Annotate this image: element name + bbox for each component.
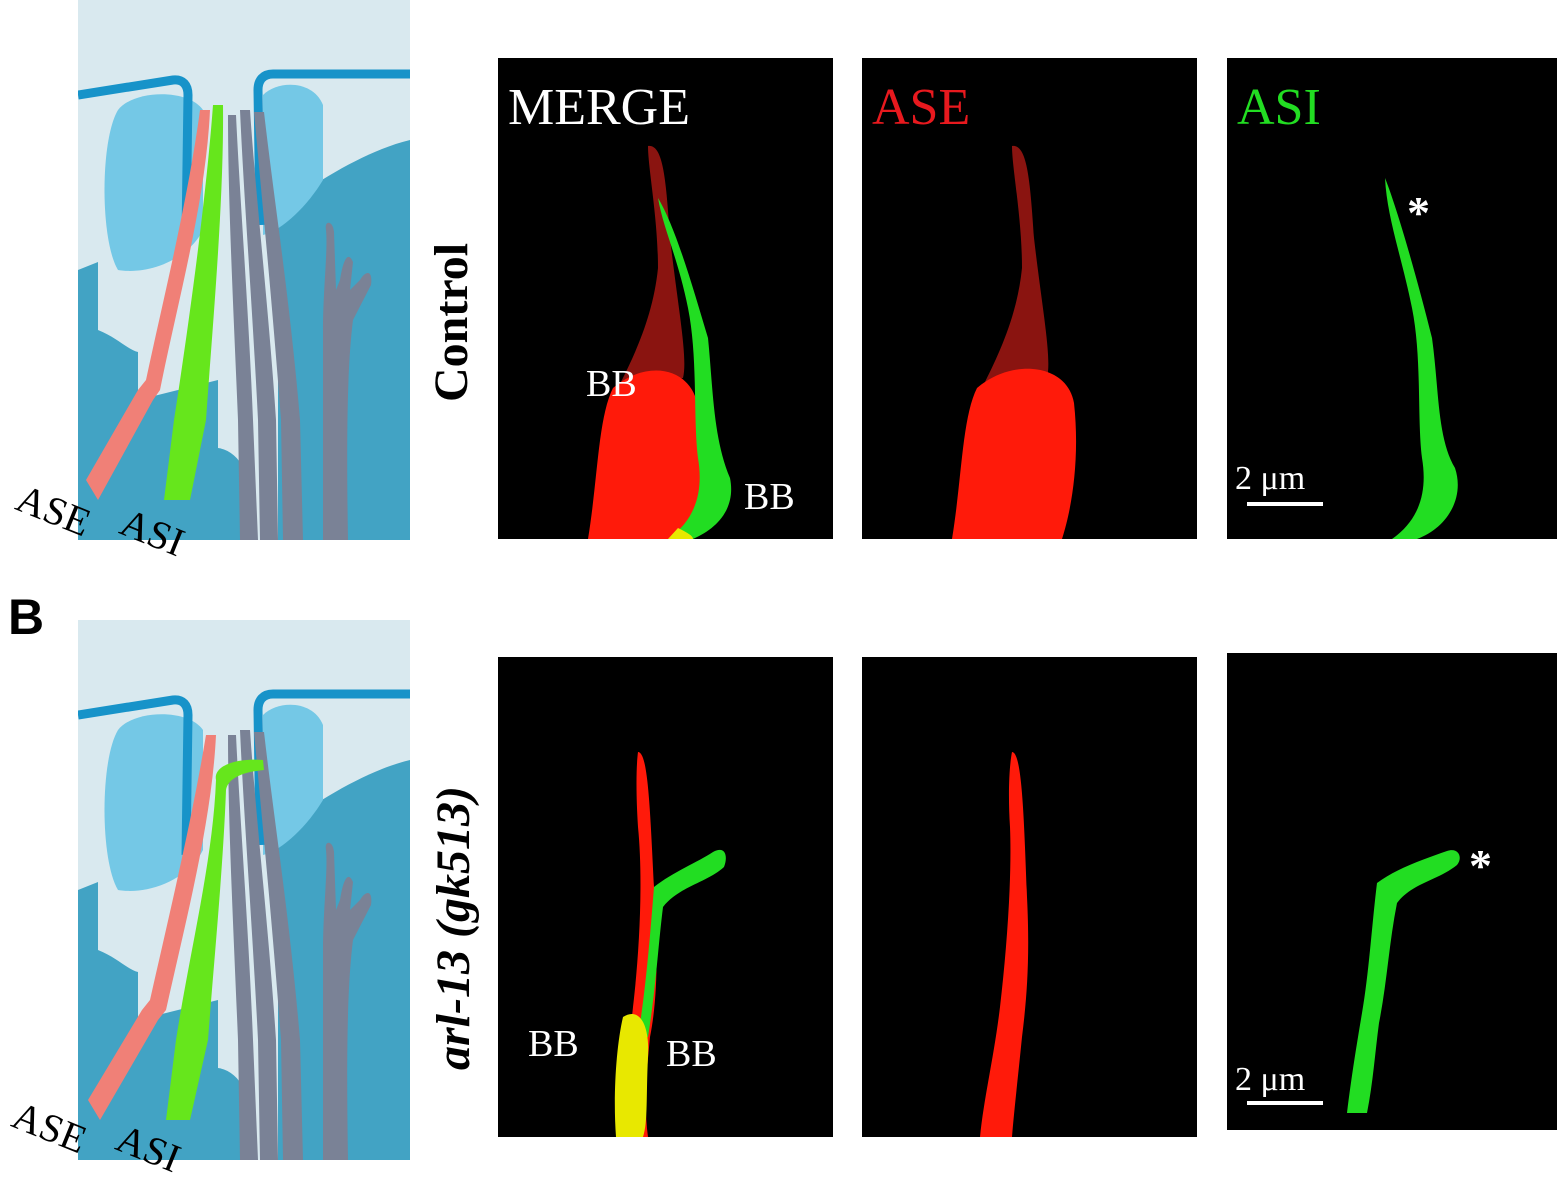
socket-cell-left (104, 94, 203, 271)
asterisk-marker: * (1407, 187, 1430, 238)
schematic-drawing (78, 0, 410, 540)
fluorescence-merge (614, 752, 726, 1137)
asterisk-marker: * (1469, 840, 1492, 891)
scale-bar (1247, 502, 1323, 506)
cilium-ase (86, 110, 210, 500)
row-label-control: Control (425, 242, 478, 402)
cilium-grey-1 (228, 115, 258, 540)
row-label-arl13: arl-13 (gk513) (427, 786, 480, 1070)
scale-bar (1247, 1101, 1323, 1105)
fluorescence-asi (1385, 178, 1458, 539)
schematic-diagram-control (78, 0, 410, 540)
fluorescence-ase (980, 752, 1029, 1137)
panel-title-asi: ASI (1237, 79, 1321, 136)
schematic-diagram-mutant (78, 620, 410, 1160)
scale-bar-label: 2 μm (1235, 1061, 1306, 1098)
label-basal-body: BB (528, 1023, 579, 1065)
label-basal-body: BB (744, 476, 795, 518)
cilium-branched (323, 222, 372, 540)
cuticle-left (78, 75, 193, 236)
panel-title-merge: MERGE (508, 79, 690, 136)
micrograph-ase-control: ASE (862, 58, 1197, 539)
micrograph-asi-control: ASI * 2 μm (1227, 58, 1557, 539)
schematic-drawing (78, 620, 410, 1160)
socket-cell-right (263, 84, 323, 235)
scale-bar-label: 2 μm (1235, 460, 1306, 497)
panel-title-ase: ASE (872, 79, 971, 136)
label-basal-body: BB (586, 363, 637, 405)
fluorescence-asi (1347, 850, 1460, 1113)
cilium-asi (164, 105, 224, 500)
panel-letter-b: B (8, 589, 45, 645)
micrograph-asi-mutant: * 2 μm (1227, 653, 1557, 1130)
micrograph-merge-control: MERGE BB BB (498, 58, 833, 539)
cuticle-right (253, 69, 410, 226)
label-basal-body: BB (666, 1033, 717, 1075)
fluorescence-ase (952, 145, 1077, 539)
micrograph-merge-mutant: BB BB (498, 657, 833, 1137)
micrograph-ase-mutant (862, 657, 1197, 1137)
fluorescence-merge (588, 145, 732, 539)
